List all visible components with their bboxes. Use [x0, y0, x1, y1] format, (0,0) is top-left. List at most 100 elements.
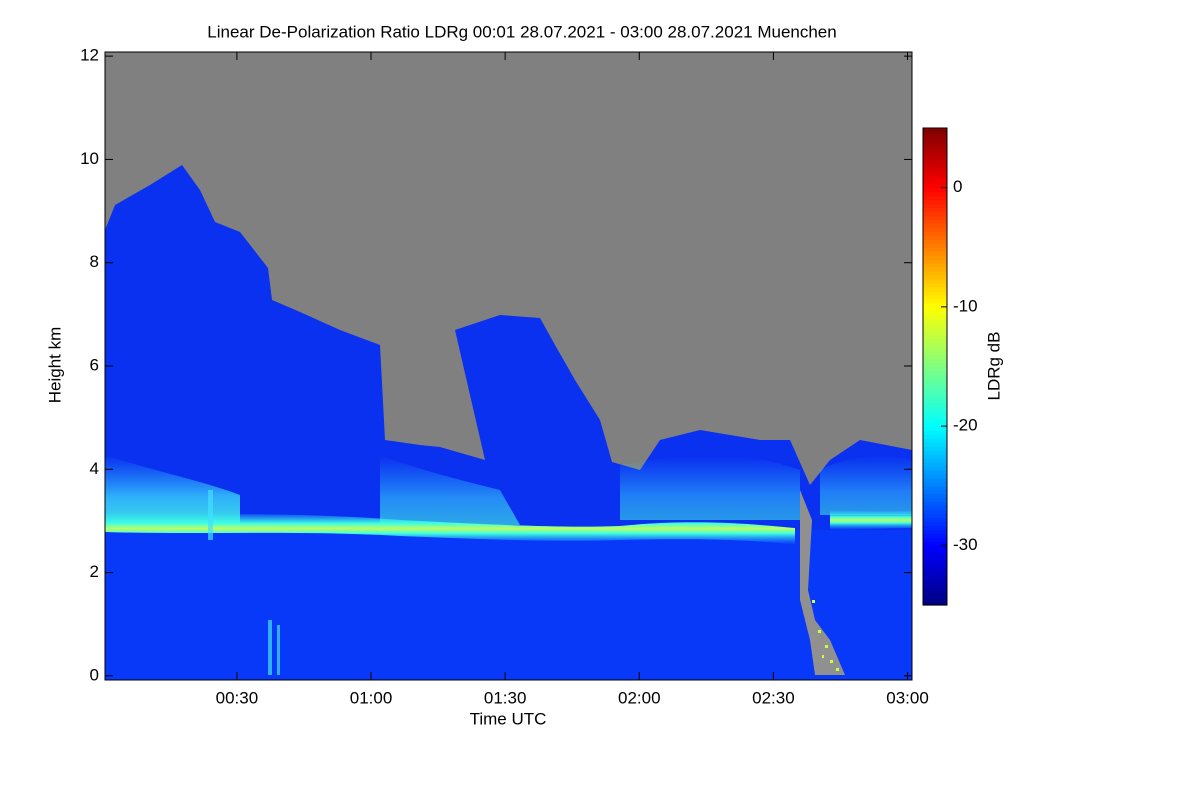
colorbar-step [923, 418, 947, 423]
colorbar-step [923, 243, 947, 248]
x-tick-label: 00:30 [216, 688, 259, 707]
colorbar-step [923, 346, 947, 352]
colorbar-step [923, 131, 947, 137]
colorbar-step [923, 223, 947, 228]
colorbar-step [923, 581, 947, 586]
colorbar-step [923, 382, 947, 387]
colorbar-step [923, 545, 947, 550]
x-tick-label: 01:30 [484, 688, 527, 707]
colorbar-step [923, 187, 947, 193]
colorbar-step [923, 509, 947, 515]
colorbar-step [923, 525, 947, 531]
x-axis-label: Time UTC [470, 709, 547, 728]
colorbar-step [923, 251, 947, 256]
colorbar-step [923, 430, 947, 435]
colorbar-step [923, 263, 947, 268]
colorbar-step [923, 565, 947, 570]
colorbar-step [923, 143, 947, 149]
y-axis-label: Height km [45, 327, 64, 404]
colorbar-step [923, 410, 947, 415]
colorbar-step [923, 326, 947, 332]
colorbar-step [923, 294, 947, 300]
colorbar-step [923, 593, 947, 598]
colorbar-step [923, 422, 947, 427]
colorbar-step [923, 338, 947, 344]
colorbar-step [923, 267, 947, 272]
colorbar-step [923, 489, 947, 495]
colorbar-tick-label: -30 [953, 535, 978, 554]
colorbar-step [923, 211, 947, 217]
colorbar-step [923, 449, 947, 455]
colorbar-step [923, 402, 947, 407]
melting-layer [830, 510, 912, 530]
colorbar-step [923, 585, 947, 590]
colorbar-step [923, 283, 947, 288]
colorbar-step [923, 139, 947, 145]
colorbar-tick-label: 0 [953, 177, 962, 196]
colorbar-step [923, 322, 947, 328]
colorbar-step [923, 529, 947, 535]
colorbar-step [923, 557, 947, 562]
y-tick-label: 0 [90, 665, 99, 684]
y-tick-label: 12 [80, 46, 99, 65]
colorbar-step [923, 465, 947, 471]
y-tick-label: 6 [90, 355, 99, 374]
colorbar-step [923, 513, 947, 519]
colorbar-tick-label: -20 [953, 416, 978, 435]
colorbar-step [923, 287, 947, 292]
colorbar-step [923, 521, 947, 527]
colorbar-step [923, 354, 947, 360]
cyan-patch [105, 455, 240, 525]
colorbar-step [923, 175, 947, 181]
colorbar-step [923, 561, 947, 566]
y-tick-label: 4 [90, 459, 99, 478]
colorbar-step [923, 227, 947, 232]
colorbar-step [923, 163, 947, 169]
colorbar-step [923, 406, 947, 411]
colorbar-step [923, 290, 947, 296]
colorbar-tick-label: -10 [953, 296, 978, 315]
colorbar-step [923, 597, 947, 602]
colorbar-step [923, 179, 947, 185]
colorbar-step [923, 310, 947, 316]
colorbar-step [923, 191, 947, 197]
colorbar-step [923, 589, 947, 594]
colorbar-step [923, 298, 947, 304]
colorbar-step [923, 394, 947, 399]
colorbar-step [923, 259, 947, 264]
colorbar-step [923, 501, 947, 507]
colorbar-step [923, 159, 947, 165]
colorbar-step [923, 255, 947, 260]
colorbar-step [923, 473, 947, 479]
colorbar-step [923, 457, 947, 463]
colorbar-label: LDRg dB [984, 332, 1003, 401]
colorbar-step [923, 199, 947, 205]
cyan-patch [620, 455, 800, 520]
colorbar-step [923, 279, 947, 284]
colorbar-step [923, 505, 947, 511]
lower-layer [105, 530, 912, 680]
colorbar-step [923, 155, 947, 161]
colorbar-step [923, 497, 947, 503]
colorbar-step [923, 275, 947, 280]
colorbar-step [923, 461, 947, 467]
x-tick-label: 02:30 [752, 688, 795, 707]
colorbar-step [923, 302, 947, 308]
cyan-patch [820, 455, 912, 515]
colorbar-step [923, 207, 947, 213]
colorbar-step [923, 398, 947, 403]
colorbar-step [923, 271, 947, 276]
colorbar-step [923, 183, 947, 189]
colorbar-step [923, 442, 947, 447]
colorbar-step [923, 537, 947, 542]
colorbar-frame [922, 127, 948, 606]
colorbar-step [923, 517, 947, 523]
colorbar-step [923, 446, 947, 451]
colorbar-step [923, 485, 947, 491]
colorbar-step [923, 135, 947, 141]
colorbar-step [923, 147, 947, 153]
colorbar-step [923, 569, 947, 574]
colorbar-step [923, 477, 947, 483]
